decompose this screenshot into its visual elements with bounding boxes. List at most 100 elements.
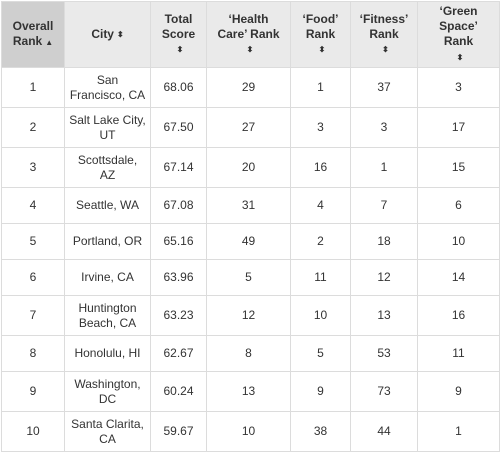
fitness-rank-cell: 53 (350, 335, 418, 372)
sort-icon[interactable]: ⬍ (456, 52, 464, 62)
city-name: Seattle, WA (76, 198, 139, 212)
table-row: 4 Seattle, WA 67.08 31 4 7 6 (1, 187, 500, 224)
total-score-cell: 67.08 (150, 187, 207, 224)
food-rank-cell: 11 (290, 259, 351, 296)
column-header-label: ‘Green (439, 4, 478, 19)
column-header-label: Rank (12, 34, 43, 49)
total-score-cell: 63.96 (150, 259, 207, 296)
city-name: Washington, (74, 376, 141, 391)
food-rank-cell: 38 (290, 411, 351, 452)
column-header-label: Care’ Rank (217, 26, 280, 41)
fitness-rank-cell: 73 (350, 371, 418, 412)
sort-icon[interactable]: ⬍ (176, 45, 184, 55)
rank-cell: 3 (1, 147, 65, 188)
city-cell: Portland, OR (64, 223, 151, 260)
sort-ascending-icon[interactable]: ▲ (45, 37, 54, 47)
health-care-rank-cell: 8 (206, 335, 291, 372)
sort-icon[interactable]: ⬍ (246, 45, 254, 55)
city-name: AZ (99, 167, 116, 182)
city-name: San (96, 72, 119, 87)
total-score-cell: 62.67 (150, 335, 207, 372)
fitness-rank-cell: 13 (350, 295, 418, 336)
column-header-label: Total (164, 11, 193, 26)
food-rank-cell: 10 (290, 295, 351, 336)
table-row: 3 Scottsdale, AZ 67.14 20 16 1 15 (1, 147, 500, 188)
column-header-label: ‘Health (228, 11, 269, 26)
health-care-rank-cell: 29 (206, 67, 291, 108)
health-care-rank-cell: 31 (206, 187, 291, 224)
food-rank-cell: 16 (290, 147, 351, 188)
city-name: UT (99, 127, 116, 142)
food-rank-cell: 3 (290, 107, 351, 148)
column-header-overall-rank[interactable]: Overall Rank ▲ (1, 1, 65, 68)
total-score-cell: 60.24 (150, 371, 207, 412)
column-header-city[interactable]: City ⬍ (64, 1, 151, 68)
food-rank-cell: 4 (290, 187, 351, 224)
city-name: Santa Clarita, (71, 416, 144, 431)
city-cell: Huntington Beach, CA (64, 295, 151, 336)
green-space-rank-cell: 17 (417, 107, 500, 148)
sort-icon[interactable]: ⬍ (116, 30, 124, 40)
column-header-total-score[interactable]: Total Score ⬍ (150, 1, 207, 68)
fitness-rank-cell: 7 (350, 187, 418, 224)
city-name: Francisco, CA (69, 87, 146, 102)
rank-cell: 7 (1, 295, 65, 336)
total-score-cell: 68.06 (150, 67, 207, 108)
city-cell: Scottsdale, AZ (64, 147, 151, 188)
total-score-cell: 67.14 (150, 147, 207, 188)
green-space-rank-cell: 16 (417, 295, 500, 336)
health-care-rank-cell: 27 (206, 107, 291, 148)
column-header-label: Space’ (439, 19, 478, 34)
green-space-rank-cell: 1 (417, 411, 500, 452)
rank-cell: 4 (1, 187, 65, 224)
column-header-green-space-rank[interactable]: ‘Green Space’ Rank ⬍ (417, 1, 500, 68)
city-name: Salt Lake City, (69, 112, 146, 127)
column-header-label: Rank (443, 34, 474, 49)
green-space-rank-cell: 11 (417, 335, 500, 372)
health-care-rank-cell: 10 (206, 411, 291, 452)
table-row: 8 Honolulu, HI 62.67 8 5 53 11 (1, 335, 500, 372)
rank-cell: 9 (1, 371, 65, 412)
total-score-cell: 67.50 (150, 107, 207, 148)
fitness-rank-cell: 12 (350, 259, 418, 296)
table-row: 6 Irvine, CA 63.96 5 11 12 14 (1, 259, 500, 296)
green-space-rank-cell: 3 (417, 67, 500, 108)
health-care-rank-cell: 5 (206, 259, 291, 296)
column-header-health-care-rank[interactable]: ‘Health Care’ Rank ⬍ (206, 1, 291, 68)
city-cell: Irvine, CA (64, 259, 151, 296)
header-row: Overall Rank ▲ City ⬍ Total Score ⬍ ‘Health Care’… (1, 1, 500, 68)
fitness-rank-cell: 18 (350, 223, 418, 260)
column-header-fitness-rank[interactable]: ‘Fitness’ Rank ⬍ (350, 1, 418, 68)
fitness-rank-cell: 37 (350, 67, 418, 108)
city-cell: Santa Clarita, CA (64, 411, 151, 452)
table-row: 1 San Francisco, CA 68.06 29 1 37 3 (1, 67, 500, 108)
health-care-rank-cell: 12 (206, 295, 291, 336)
rank-cell: 1 (1, 67, 65, 108)
sort-icon[interactable]: ⬍ (318, 45, 326, 55)
table-row: 10 Santa Clarita, CA 59.67 10 38 44 1 (1, 411, 500, 452)
city-cell: Salt Lake City, UT (64, 107, 151, 148)
health-care-rank-cell: 49 (206, 223, 291, 260)
table-body: 1 San Francisco, CA 68.06 29 1 37 3 2 Salt Lake C… (1, 67, 500, 452)
city-cell: San Francisco, CA (64, 67, 151, 108)
column-header-label: Score (161, 26, 196, 41)
column-header-label: Rank (305, 26, 336, 41)
rank-cell: 2 (1, 107, 65, 148)
health-care-rank-cell: 20 (206, 147, 291, 188)
green-space-rank-cell: 6 (417, 187, 500, 224)
fitness-rank-cell: 1 (350, 147, 418, 188)
green-space-rank-cell: 10 (417, 223, 500, 260)
city-name: DC (98, 391, 117, 406)
sort-icon[interactable]: ⬍ (382, 45, 389, 55)
column-header-food-rank[interactable]: ‘Food’ Rank ⬍ (290, 1, 351, 68)
city-cell: Washington, DC (64, 371, 151, 412)
column-header-label: ‘Food’ (302, 11, 339, 26)
city-name: CA (99, 431, 116, 446)
column-header-label: Rank (369, 26, 399, 41)
city-cell: Honolulu, HI (64, 335, 151, 372)
food-rank-cell: 5 (290, 335, 351, 372)
city-name: Huntington (78, 300, 137, 315)
fitness-rank-cell: 44 (350, 411, 418, 452)
table-row: 7 Huntington Beach, CA 63.23 12 10 13 16 (1, 295, 500, 336)
green-space-rank-cell: 14 (417, 259, 500, 296)
